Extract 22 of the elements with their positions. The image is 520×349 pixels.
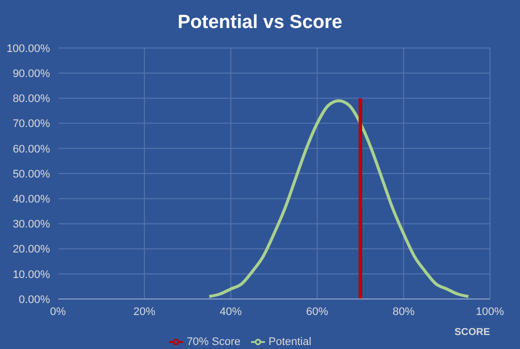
y-tick-label: 80.00% xyxy=(12,93,50,106)
y-tick-label: 10.00% xyxy=(12,268,50,281)
x-tick-label: 60% xyxy=(306,306,328,318)
chart-title: Potential vs Score xyxy=(176,11,344,35)
legend-label: 70% Score xyxy=(186,336,240,348)
x-tick-label: 20% xyxy=(133,306,156,318)
x-axis-title: SCORE xyxy=(454,327,490,338)
y-tick-label: 50.00% xyxy=(12,168,50,180)
y-tick-label: 60.00% xyxy=(12,143,50,156)
y-tick-label: 0.00% xyxy=(18,294,50,306)
x-tick-label: 40% xyxy=(220,306,242,318)
x-tick-label: 0% xyxy=(50,306,66,318)
x-tick-label: 80% xyxy=(392,306,415,318)
y-tick-label: 20.00% xyxy=(12,244,50,256)
y-tick-label: 70.00% xyxy=(12,118,50,130)
x-tick-label: 100% xyxy=(476,306,504,318)
y-tick-label: 100.00% xyxy=(6,42,50,55)
y-tick-label: 90.00% xyxy=(12,68,50,80)
y-tick-label: 40.00% xyxy=(12,194,50,206)
line-series xyxy=(208,99,470,298)
legend-label: Potential xyxy=(268,336,312,348)
y-tick-label: 30.00% xyxy=(12,218,50,231)
